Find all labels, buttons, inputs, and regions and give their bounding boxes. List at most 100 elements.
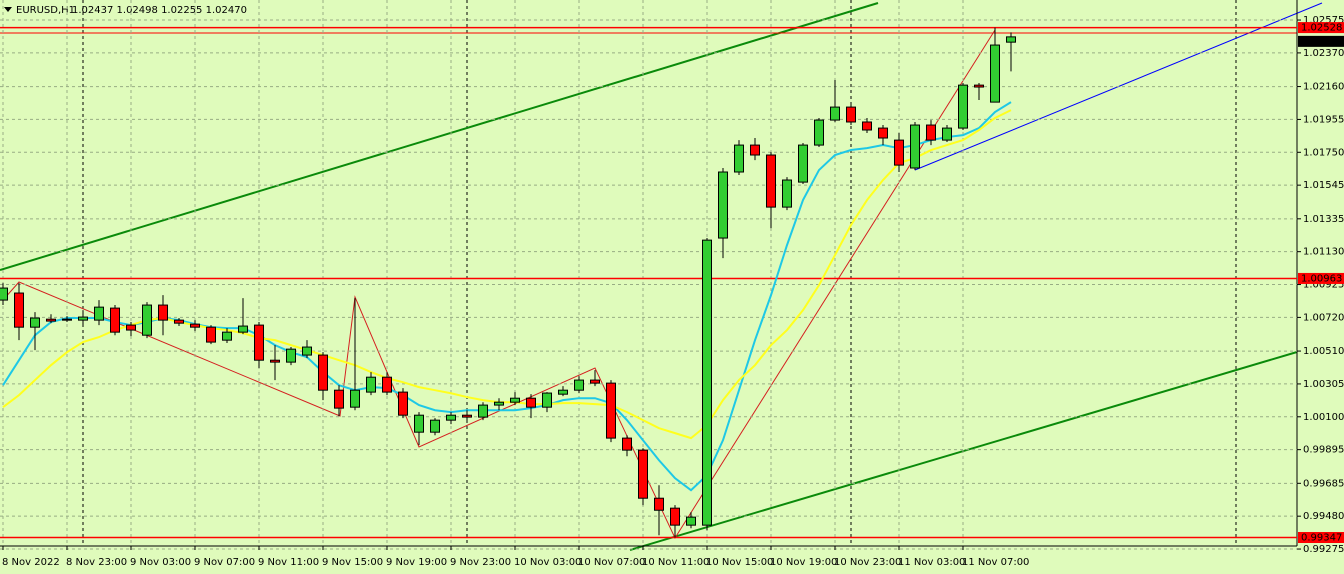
price-label: 0.99347 <box>1301 532 1342 543</box>
y-tick-label: 1.00925 <box>1303 280 1344 291</box>
x-tick-label: 9 Nov 03:00 <box>130 557 191 568</box>
x-tick-label: 11 Nov 03:00 <box>898 557 965 568</box>
candle-body <box>622 437 632 451</box>
x-tick-label: 9 Nov 11:00 <box>258 557 319 568</box>
ohlc-readout: 1.02437 1.02498 1.02255 1.02470 <box>72 5 247 16</box>
candle-body <box>286 348 296 363</box>
price-label-box <box>1298 22 1344 34</box>
candle-body <box>62 318 72 321</box>
candle-body <box>878 127 888 139</box>
menu-arrow[interactable] <box>4 7 12 12</box>
y-tick-label: 1.00305 <box>1303 379 1344 390</box>
candle-body <box>510 397 520 403</box>
candle-body <box>542 392 552 408</box>
x-tick-label: 8 Nov 2022 <box>2 557 60 568</box>
x-tick-label: 10 Nov 11:00 <box>642 557 709 568</box>
candle-body <box>254 324 264 361</box>
current-price-box <box>1298 35 1344 47</box>
candle-body <box>190 323 200 328</box>
y-tick-label: 1.02370 <box>1303 48 1344 59</box>
day-separators <box>82 0 1237 546</box>
candle-body <box>590 379 600 384</box>
candle-body <box>430 419 440 433</box>
y-tick-label: 1.01750 <box>1303 147 1344 158</box>
candle-body <box>798 144 808 183</box>
y-tick-label: 1.01955 <box>1303 114 1344 125</box>
y-tick-label: 1.01130 <box>1303 247 1344 258</box>
candle-body <box>382 376 392 393</box>
y-tick-label: 0.99480 <box>1303 511 1344 522</box>
candle-body <box>446 414 456 421</box>
candle-body <box>302 346 312 356</box>
candle-body <box>558 389 568 395</box>
x-tick-label: 9 Nov 19:00 <box>386 557 447 568</box>
candle-body <box>846 106 856 123</box>
candle-body <box>766 154 776 208</box>
candle-body <box>94 306 104 321</box>
candle-body <box>782 179 792 208</box>
candle-body <box>334 389 344 409</box>
candle-body <box>174 319 184 324</box>
candle-body <box>142 304 152 336</box>
x-tick-label: 9 Nov 07:00 <box>194 557 255 568</box>
price-label: 1.00963 <box>1301 273 1342 284</box>
candle-body <box>270 359 280 363</box>
y-tick-label: 1.02575 <box>1303 15 1344 26</box>
x-tick-label: 9 Nov 15:00 <box>322 557 383 568</box>
price-label: 1.02528 <box>1301 23 1342 34</box>
candle-body <box>350 389 360 408</box>
channel-line <box>0 2 879 271</box>
candle-body <box>654 497 664 511</box>
candle-body <box>862 121 872 131</box>
current-price-label: 1.02470 <box>1301 36 1342 47</box>
x-tick-label: 8 Nov 23:00 <box>66 557 127 568</box>
candle-body <box>494 401 504 406</box>
candle-body <box>318 354 328 391</box>
moving-average <box>2 109 1012 440</box>
y-tick-label: 1.00510 <box>1303 346 1344 357</box>
candle-body <box>110 307 120 333</box>
candle-body <box>398 391 408 416</box>
x-tick-label: 10 Nov 07:00 <box>578 557 645 568</box>
candle-body <box>814 119 824 146</box>
x-tick-label: 10 Nov 23:00 <box>834 557 901 568</box>
y-tick-label: 0.99275 <box>1303 544 1344 555</box>
price-label-box <box>1298 531 1344 543</box>
candle-body <box>926 124 936 141</box>
candle-body <box>702 239 712 526</box>
y-tick-label: 0.99685 <box>1303 478 1344 489</box>
y-tick-label: 1.02160 <box>1303 82 1344 93</box>
y-tick-label: 1.01335 <box>1303 214 1344 225</box>
candle-body <box>526 397 536 408</box>
candle-body <box>222 331 232 341</box>
x-tick-label: 10 Nov 15:00 <box>706 557 773 568</box>
candle-body <box>206 326 216 343</box>
y-tick-label: 1.00100 <box>1303 412 1344 423</box>
candle-body <box>638 449 648 499</box>
candle-body <box>366 376 376 393</box>
candle-body <box>974 84 984 88</box>
candle-body <box>990 44 1000 103</box>
candle-body <box>238 325 248 333</box>
x-tick-label: 10 Nov 19:00 <box>770 557 837 568</box>
candle-body <box>1006 36 1016 43</box>
candle-body <box>14 292 24 328</box>
candle-body <box>750 144 760 156</box>
y-tick-label: 1.00720 <box>1303 312 1344 323</box>
candle-body <box>0 287 8 301</box>
x-tick-label: 10 Nov 03:00 <box>514 557 581 568</box>
candle-body <box>462 414 472 418</box>
candle-body <box>894 139 904 166</box>
candle-body <box>158 304 168 321</box>
candle-body <box>942 127 952 141</box>
candle-body <box>126 324 136 331</box>
y-tick-label: 1.01545 <box>1303 180 1344 191</box>
candle-body <box>734 144 744 173</box>
price-label-box <box>1298 272 1344 284</box>
candle-body <box>718 171 728 239</box>
candle-body <box>414 414 424 433</box>
candle-body <box>606 382 616 439</box>
